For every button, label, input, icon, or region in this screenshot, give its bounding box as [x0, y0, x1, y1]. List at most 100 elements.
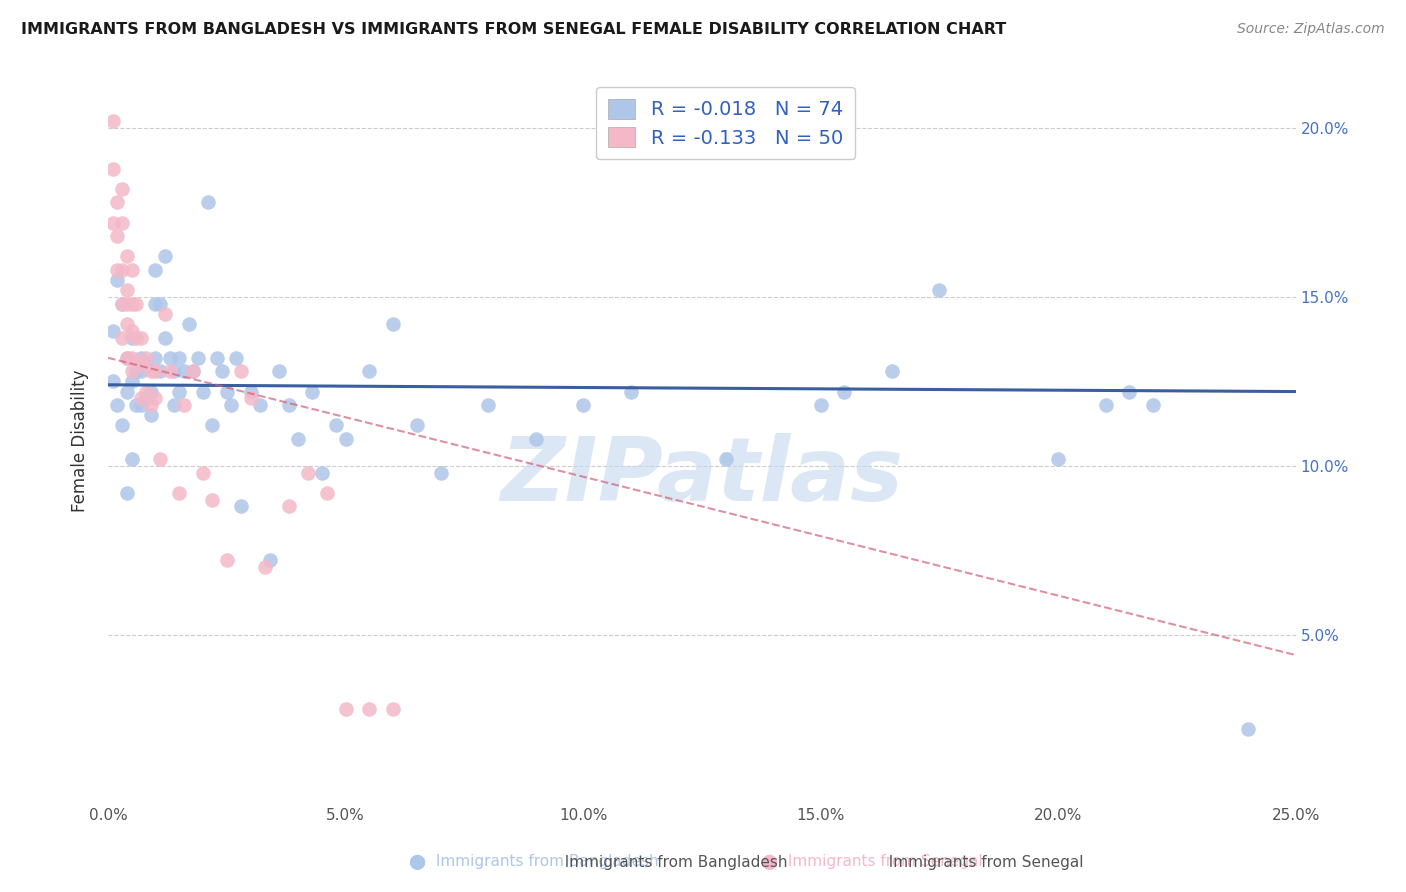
- Point: [311, 466, 333, 480]
- Point: [115, 250, 138, 264]
- Point: [249, 398, 271, 412]
- Point: [121, 297, 143, 311]
- Point: [239, 384, 262, 399]
- Point: [129, 358, 152, 372]
- Point: [107, 263, 129, 277]
- Point: [267, 364, 290, 378]
- Point: [107, 195, 129, 210]
- Point: [129, 398, 152, 412]
- Point: [1237, 723, 1260, 737]
- Point: [810, 398, 832, 412]
- Point: [163, 364, 186, 378]
- Point: [277, 500, 299, 514]
- Point: [111, 418, 134, 433]
- Point: [121, 351, 143, 365]
- Point: [115, 283, 138, 297]
- Point: [183, 364, 205, 378]
- Point: [121, 324, 143, 338]
- Legend: R = -0.018   N = 74, R = -0.133   N = 50: R = -0.018 N = 74, R = -0.133 N = 50: [596, 87, 855, 160]
- Point: [111, 263, 134, 277]
- Point: [405, 418, 427, 433]
- Point: [125, 364, 148, 378]
- Point: [191, 466, 214, 480]
- Point: [201, 492, 224, 507]
- Point: [211, 364, 233, 378]
- Point: [135, 358, 157, 372]
- Y-axis label: Female Disability: Female Disability: [72, 369, 89, 512]
- Point: [201, 418, 224, 433]
- Point: [101, 161, 124, 176]
- Point: [359, 702, 381, 716]
- Point: [129, 392, 152, 406]
- Point: [125, 330, 148, 344]
- Point: [277, 398, 299, 412]
- Point: [183, 364, 205, 378]
- Point: [477, 398, 499, 412]
- Point: [111, 297, 134, 311]
- Point: [115, 351, 138, 365]
- Point: [301, 384, 323, 399]
- Point: [111, 216, 134, 230]
- Point: [928, 283, 950, 297]
- Point: [215, 553, 238, 567]
- Point: [239, 392, 262, 406]
- Point: [107, 229, 129, 244]
- Point: [139, 398, 162, 412]
- Point: [524, 432, 547, 446]
- Point: [135, 392, 157, 406]
- Point: [115, 297, 138, 311]
- Point: [880, 364, 903, 378]
- Point: [382, 702, 405, 716]
- Point: [215, 384, 238, 399]
- Point: [382, 317, 405, 331]
- Point: [149, 364, 172, 378]
- Point: [145, 364, 167, 378]
- Point: [207, 351, 229, 365]
- Point: [139, 384, 162, 399]
- Point: [125, 398, 148, 412]
- Point: [832, 384, 855, 399]
- Point: [315, 486, 337, 500]
- Point: [129, 330, 152, 344]
- Text: Immigrants from Senegal: Immigrants from Senegal: [879, 855, 1083, 870]
- Point: [335, 702, 357, 716]
- Point: [115, 486, 138, 500]
- Point: [135, 351, 157, 365]
- Point: [115, 317, 138, 331]
- Point: [107, 273, 129, 287]
- Point: [111, 330, 134, 344]
- Text: Immigrants from Bangladesh: Immigrants from Bangladesh: [555, 855, 787, 870]
- Point: [173, 364, 195, 378]
- Point: [619, 384, 641, 399]
- Text: IMMIGRANTS FROM BANGLADESH VS IMMIGRANTS FROM SENEGAL FEMALE DISABILITY CORRELAT: IMMIGRANTS FROM BANGLADESH VS IMMIGRANTS…: [21, 22, 1007, 37]
- Point: [572, 398, 595, 412]
- Point: [1047, 452, 1070, 467]
- Point: [115, 384, 138, 399]
- Text: ⬤  Immigrants from Bangladesh: ⬤ Immigrants from Bangladesh: [409, 854, 659, 870]
- Point: [145, 297, 167, 311]
- Point: [149, 297, 172, 311]
- Point: [101, 114, 124, 128]
- Point: [163, 398, 186, 412]
- Point: [121, 263, 143, 277]
- Point: [153, 330, 176, 344]
- Point: [335, 432, 357, 446]
- Point: [177, 317, 200, 331]
- Point: [229, 364, 252, 378]
- Point: [101, 375, 124, 389]
- Point: [1142, 398, 1164, 412]
- Point: [159, 351, 181, 365]
- Point: [253, 560, 276, 574]
- Text: ⬤  Immigrants from Senegal: ⬤ Immigrants from Senegal: [761, 854, 983, 870]
- Point: [149, 452, 172, 467]
- Point: [153, 250, 176, 264]
- Point: [429, 466, 451, 480]
- Point: [229, 500, 252, 514]
- Point: [145, 392, 167, 406]
- Point: [135, 384, 157, 399]
- Point: [359, 364, 381, 378]
- Point: [287, 432, 309, 446]
- Text: ZIPatlas: ZIPatlas: [501, 434, 903, 520]
- Point: [125, 297, 148, 311]
- Point: [107, 398, 129, 412]
